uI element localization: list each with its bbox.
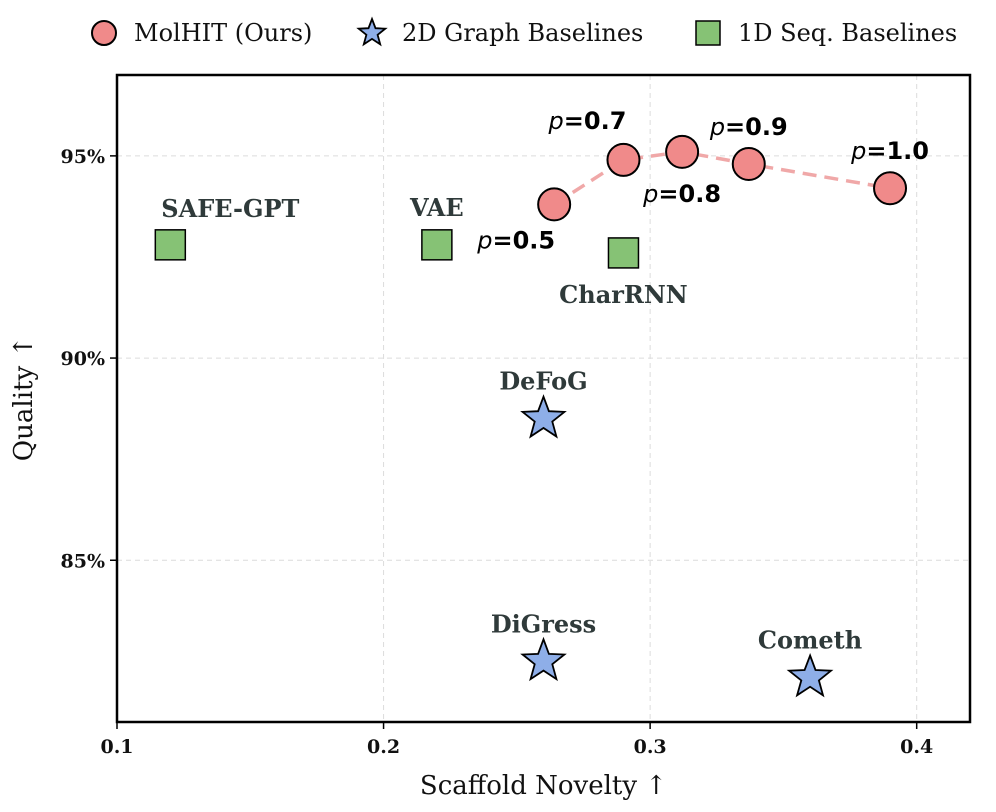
legend-entry: 1D Seq. Baselines <box>695 19 957 47</box>
star-marker <box>786 652 834 698</box>
legend-label: MolHIT (Ours) <box>134 19 312 47</box>
method-label: Cometh <box>758 626 862 655</box>
circle-marker <box>537 187 572 222</box>
legend-entry: MolHIT (Ours) <box>91 19 312 47</box>
molhit-trend-line <box>553 150 891 206</box>
legend-label: 1D Seq. Baselines <box>738 19 957 47</box>
circle-marker <box>606 142 641 177</box>
star-marker <box>520 394 567 439</box>
legend-circle-marker <box>91 20 117 46</box>
y-tick-label: 90% <box>61 348 106 370</box>
method-label: VAE <box>409 193 464 222</box>
x-tick-label: 0.3 <box>634 736 667 758</box>
x-tick-label: 0.4 <box>900 736 933 758</box>
y-axis-label: Quality ↑ <box>9 336 39 461</box>
point-label-layer: p=0.5 p=0.7 p=0.8 p=0.9 p=1.0 DeFoG DiGress Com… <box>161 107 929 655</box>
legend-label: 2D Graph Baselines <box>402 19 643 47</box>
method-label: DeFoG <box>499 367 587 396</box>
tick-layer: 0.1 0.2 0.3 0.4 85% 90% 95% <box>61 146 934 758</box>
method-label: SAFE-GPT <box>161 194 299 223</box>
legend-square-marker <box>695 20 721 46</box>
p-value-label: p=0.7 <box>548 107 627 135</box>
x-tick-label: 0.2 <box>367 736 400 758</box>
p-value-label: p=0.9 <box>709 113 788 141</box>
p-value-label: p=1.0 <box>850 137 929 165</box>
legend-entry: 2D Graph Baselines <box>356 16 643 47</box>
p-value-label: p=0.5 <box>476 226 555 254</box>
square-marker <box>607 237 640 269</box>
circle-marker <box>731 146 766 181</box>
grid-layer <box>116 75 970 722</box>
square-marker <box>421 229 453 261</box>
x-axis-label: Scaffold Novelty ↑ <box>420 771 667 801</box>
y-tick-label: 95% <box>61 146 106 168</box>
circle-marker <box>873 171 908 206</box>
square-marker <box>154 229 187 261</box>
method-label: CharRNN <box>559 280 688 309</box>
circle-marker <box>665 134 700 169</box>
legend: MolHIT (Ours) 2D Graph Baselines 1D Seq. B… <box>91 16 957 47</box>
x-tick-label: 0.1 <box>100 736 133 758</box>
series-line-layer <box>553 150 891 206</box>
y-tick-label: 85% <box>61 550 106 572</box>
legend-star-marker <box>356 16 388 47</box>
plot-area-frame <box>115 73 972 724</box>
method-label: DiGress <box>491 609 596 638</box>
marker-layer <box>154 134 908 698</box>
star-marker <box>520 636 567 682</box>
p-value-label: p=0.8 <box>642 180 721 208</box>
